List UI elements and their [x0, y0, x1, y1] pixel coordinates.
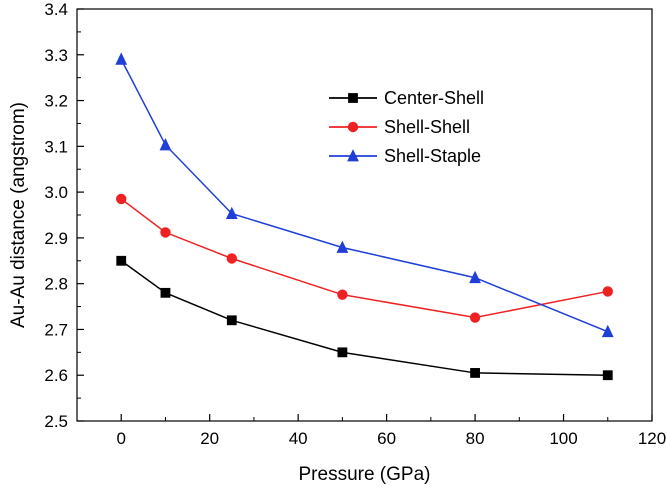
legend-label-shell-shell: Shell-Shell — [384, 117, 470, 137]
legend-item-shell-staple: Shell-Staple — [329, 146, 481, 166]
y-tick-label: 3.2 — [44, 92, 68, 111]
y-axis-title: Au-Au distance (angstrom) — [8, 102, 29, 328]
y-axis-ticks: 2.5 2.6 2.7 2.8 2.9 3.0 3.1 3.2 3.3 3.4 — [44, 0, 84, 431]
data-point-center-shell — [470, 368, 480, 378]
data-point-shell-staple — [469, 270, 481, 284]
data-point-shell-shell — [469, 312, 481, 323]
y-tick-label: 3.1 — [44, 137, 68, 156]
data-point-shell-staple — [225, 206, 238, 220]
series-center-shell — [116, 255, 613, 381]
data-point-center-shell — [226, 315, 237, 326]
x-tick-label: 0 — [116, 429, 125, 448]
legend-item-shell-shell: Shell-Shell — [329, 117, 470, 137]
y-tick-label: 3.4 — [44, 0, 68, 19]
y-tick-label: 2.8 — [44, 275, 68, 294]
y-tick-label: 2.6 — [44, 366, 68, 385]
x-axis-title: Pressure (GPa) — [299, 464, 431, 485]
data-point-shell-shell — [160, 227, 171, 238]
x-tick-label: 80 — [466, 429, 485, 448]
plot-frame-group — [76, 8, 653, 422]
legend-item-center-shell: Center-Shell — [329, 88, 484, 108]
y-tick-label: 2.7 — [44, 320, 68, 339]
data-point-shell-shell — [226, 253, 238, 264]
x-axis-ticks: 0 20 40 60 80 100 120 — [76, 414, 666, 448]
data-point-center-shell — [116, 255, 127, 266]
legend-label-center-shell: Center-Shell — [384, 88, 484, 108]
series-line-shell-staple — [120, 59, 609, 333]
data-point-center-shell — [602, 370, 613, 381]
y-tick-label: 2.5 — [44, 412, 68, 431]
legend-marker-shell-shell — [347, 121, 359, 133]
data-point-shell-staple — [601, 324, 614, 338]
data-point-center-shell — [160, 287, 171, 298]
data-point-center-shell — [337, 347, 348, 358]
x-tick-label: 20 — [200, 429, 219, 448]
series-shell-staple — [115, 52, 614, 338]
legend-marker-center-shell — [348, 93, 358, 103]
data-point-shell-shell — [116, 193, 127, 205]
legend-label-shell-staple: Shell-Staple — [384, 146, 481, 166]
legend-marker-shell-staple — [347, 149, 359, 162]
series-line-center-shell — [120, 260, 608, 376]
x-tick-label: 60 — [377, 429, 396, 448]
data-point-shell-staple — [336, 240, 349, 253]
y-tick-label: 3.0 — [44, 183, 68, 202]
series-shell-shell — [116, 193, 613, 323]
data-point-shell-shell — [602, 286, 613, 297]
x-tick-label: 40 — [289, 429, 308, 448]
legend: Center-Shell Shell-Shell Shell-Staple — [329, 88, 484, 166]
y-tick-label: 3.3 — [44, 46, 68, 65]
data-point-shell-staple — [159, 138, 172, 151]
series-group — [115, 52, 614, 381]
series-line-shell-shell — [120, 198, 608, 319]
data-point-shell-shell — [337, 289, 348, 300]
x-tick-label: 100 — [549, 429, 577, 448]
x-tick-label: 120 — [638, 429, 666, 448]
plot-frame — [76, 8, 653, 422]
data-point-shell-staple — [115, 52, 128, 65]
y-tick-label: 2.9 — [44, 229, 68, 248]
